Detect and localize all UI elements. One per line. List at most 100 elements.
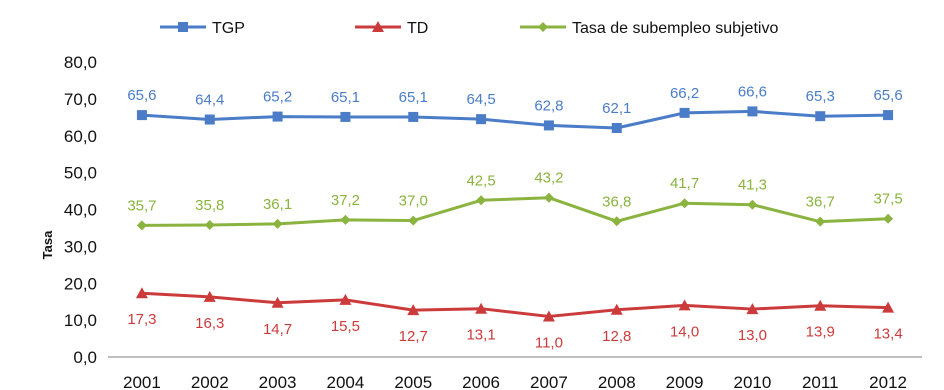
legend-label: TD: [407, 20, 428, 37]
y-tick-label: 50,0: [64, 164, 97, 183]
x-tick-label: 2008: [598, 373, 636, 390]
data-label: 43,2: [534, 170, 563, 187]
data-point: [408, 215, 419, 226]
legend-marker: [538, 22, 548, 32]
y-tick-label: 0,0: [73, 348, 97, 367]
y-tick-label: 80,0: [64, 53, 97, 72]
data-point: [203, 290, 216, 302]
x-tick-label: 2010: [734, 373, 772, 390]
y-tick-label: 20,0: [64, 274, 97, 293]
series-line: [141, 291, 889, 318]
data-point: [272, 218, 283, 229]
data-label: 36,1: [263, 196, 292, 213]
data-point: [339, 293, 352, 305]
data-label: 65,2: [263, 89, 292, 106]
data-point: [475, 302, 488, 314]
data-label: 13,9: [806, 324, 835, 341]
x-tick-label: 2009: [666, 373, 704, 390]
data-label: 36,7: [806, 194, 835, 211]
data-point: [882, 301, 895, 313]
data-label: 11,0: [535, 334, 563, 351]
data-label: 64,4: [195, 92, 224, 109]
data-point: [340, 214, 351, 225]
data-point: [611, 123, 622, 134]
data-label: 65,6: [873, 87, 902, 104]
data-point: [747, 199, 758, 210]
data-label: 16,3: [195, 315, 224, 332]
data-point: [679, 198, 690, 209]
x-tick-label: 2002: [191, 373, 229, 390]
data-labels: 65,6 64,4 65,2 65,1 65,1 64,5 62,8 62,1 66,2 66,6…: [127, 83, 902, 351]
data-label: 42,5: [466, 172, 495, 189]
data-label: 37,5: [873, 191, 902, 208]
data-point: [543, 192, 554, 203]
data-point: [815, 216, 826, 227]
data-point: [814, 299, 827, 311]
data-label: 37,0: [399, 193, 428, 210]
data-label: 13,4: [873, 326, 902, 343]
data-point: [679, 107, 690, 118]
x-tick-label: 2007: [530, 373, 568, 390]
legend-marker: [178, 22, 188, 32]
data-label: 14,7: [263, 321, 292, 338]
data-point: [136, 220, 147, 231]
data-point: [611, 216, 622, 227]
data-label: 12,7: [399, 328, 428, 345]
legend-marker: [372, 21, 384, 32]
data-point: [610, 303, 623, 315]
data-label: 14,0: [670, 323, 699, 340]
y-axis: Tasa 0,0 10,0 20,0 30,0 40,0 50,0 60,0 70,0 80,0: [40, 53, 97, 367]
data-label: 13,0: [738, 327, 767, 344]
data-point: [747, 106, 758, 117]
data-label: 62,1: [602, 100, 631, 117]
y-tick-label: 60,0: [64, 127, 97, 146]
x-tick-label: 2004: [327, 373, 365, 390]
data-point: [408, 111, 419, 122]
data-point: [271, 296, 284, 308]
data-label: 17,3: [127, 311, 156, 328]
series-line: [141, 109, 889, 130]
data-label: 13,1: [466, 327, 495, 344]
data-label: 37,2: [331, 192, 360, 209]
x-tick-label: 2011: [802, 373, 839, 390]
data-label: 66,6: [738, 83, 767, 100]
data-point: [883, 110, 894, 121]
data-label: 12,8: [602, 328, 631, 345]
series-group: [135, 106, 895, 322]
data-point: [407, 304, 420, 316]
data-label: 41,7: [670, 175, 699, 192]
data-label: 64,5: [466, 91, 495, 108]
data-label: 36,8: [602, 193, 631, 210]
legend: TGP TD Tasa de subempleo subjetivo: [160, 20, 778, 37]
data-point: [678, 299, 691, 311]
x-tick-label: 2001: [123, 373, 161, 390]
x-tick-label: 2012: [869, 373, 907, 390]
data-label: 15,5: [331, 318, 360, 335]
data-point: [135, 287, 148, 299]
data-label: 65,1: [331, 89, 360, 106]
data-point: [136, 110, 147, 121]
data-label: 62,8: [534, 97, 563, 114]
y-tick-label: 10,0: [64, 311, 97, 330]
data-label: 65,1: [399, 89, 428, 106]
data-label: 65,6: [127, 87, 156, 104]
data-point: [204, 219, 215, 230]
data-point: [340, 111, 351, 122]
legend-label: Tasa de subempleo subjetivo: [572, 20, 778, 37]
data-point: [746, 303, 759, 315]
series-line: [141, 196, 889, 227]
data-point: [815, 111, 826, 122]
data-point: [476, 114, 487, 125]
x-tick-label: 2005: [394, 373, 432, 390]
legend-label: TGP: [212, 20, 245, 37]
data-label: 35,7: [127, 197, 156, 214]
y-tick-label: 40,0: [64, 201, 97, 220]
data-point: [883, 213, 894, 224]
data-point: [542, 310, 555, 322]
data-point: [272, 111, 283, 122]
data-label: 65,3: [806, 88, 835, 105]
x-tick-label: 2003: [259, 373, 297, 390]
x-axis: 2001 2002 2003 2004 2005 2006 2007 2008 2009 2010…: [123, 373, 907, 390]
y-axis-label: Tasa: [40, 230, 55, 259]
